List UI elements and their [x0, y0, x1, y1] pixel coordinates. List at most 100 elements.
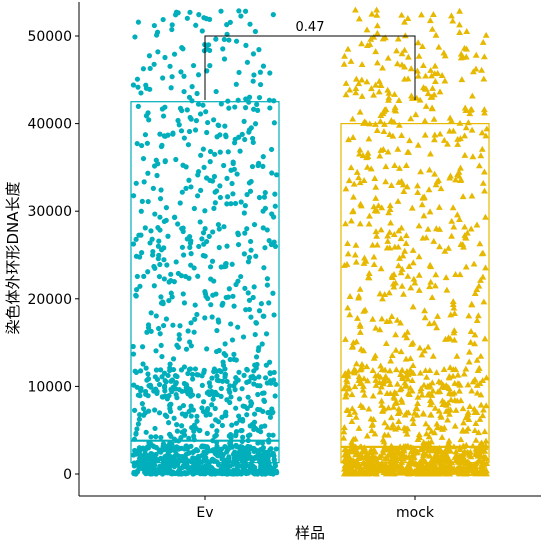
- data-point: [218, 8, 224, 14]
- data-point: [420, 410, 428, 417]
- data-point: [261, 265, 267, 271]
- data-point: [457, 164, 464, 171]
- data-point: [452, 456, 460, 463]
- data-point: [253, 354, 260, 360]
- data-point: [445, 437, 453, 444]
- data-point: [454, 140, 462, 147]
- data-point: [432, 271, 440, 278]
- data-point: [377, 81, 385, 88]
- data-point: [480, 106, 488, 113]
- data-point: [444, 383, 452, 390]
- data-point: [201, 48, 208, 54]
- data-point: [456, 470, 464, 477]
- data-point: [395, 418, 403, 424]
- data-point: [404, 375, 412, 382]
- data-point: [416, 369, 424, 376]
- data-point: [468, 126, 476, 133]
- data-point: [467, 106, 474, 113]
- significance-bracket: [204, 35, 416, 100]
- data-point: [207, 411, 213, 418]
- data-point: [138, 232, 144, 238]
- data-point: [436, 243, 443, 250]
- data-point: [244, 191, 250, 198]
- data-point: [384, 54, 392, 61]
- data-point: [158, 470, 164, 476]
- data-point: [136, 416, 142, 422]
- data-point: [341, 424, 348, 431]
- data-point: [250, 469, 256, 475]
- data-point: [340, 385, 348, 392]
- data-point: [226, 37, 232, 43]
- data-point: [409, 246, 417, 253]
- data-point: [205, 119, 211, 126]
- data-point: [252, 464, 258, 471]
- data-point: [183, 164, 189, 170]
- data-point: [449, 204, 457, 211]
- data-point: [342, 220, 349, 227]
- data-point: [244, 367, 250, 373]
- data-point: [237, 148, 243, 154]
- data-point: [258, 462, 264, 469]
- data-point: [220, 46, 226, 52]
- data-point: [355, 80, 363, 87]
- data-point: [154, 376, 161, 383]
- data-point: [247, 444, 253, 450]
- data-point: [183, 456, 189, 462]
- data-point: [404, 75, 412, 82]
- data-point: [151, 388, 157, 394]
- data-point: [141, 273, 147, 279]
- data-point: [155, 243, 162, 249]
- data-point: [198, 152, 204, 158]
- data-point: [404, 371, 412, 378]
- data-point: [408, 204, 416, 211]
- data-point: [183, 451, 189, 458]
- data-point: [195, 172, 201, 178]
- data-point: [214, 459, 220, 465]
- data-point: [431, 429, 438, 436]
- data-point: [250, 51, 257, 57]
- data-point: [414, 393, 422, 400]
- data-point: [134, 76, 141, 82]
- data-point: [203, 455, 209, 461]
- data-point: [416, 344, 424, 351]
- data-point: [211, 117, 217, 123]
- data-point: [481, 109, 488, 116]
- data-point: [482, 132, 490, 139]
- data-point: [462, 414, 470, 421]
- data-point: [209, 423, 215, 429]
- data-point: [407, 65, 415, 72]
- data-point: [163, 316, 170, 322]
- data-point: [344, 367, 352, 374]
- data-point: [138, 385, 144, 392]
- data-point: [130, 241, 137, 247]
- data-point: [429, 105, 436, 112]
- y-axis-ticks: 0 10000 20000 30000 40000 50000: [27, 29, 79, 483]
- data-point: [426, 452, 434, 459]
- data-point: [443, 286, 451, 293]
- data-point: [472, 463, 479, 470]
- data-point: [409, 259, 417, 266]
- data-point: [133, 180, 139, 186]
- data-point: [247, 188, 254, 194]
- data-point: [176, 336, 182, 342]
- data-point: [200, 252, 206, 259]
- data-point: [160, 322, 167, 329]
- data-point: [406, 137, 413, 144]
- data-point: [203, 412, 209, 418]
- data-point: [251, 419, 258, 425]
- data-point: [241, 251, 247, 257]
- data-point: [376, 388, 384, 395]
- data-point: [232, 200, 239, 207]
- data-point: [430, 91, 438, 98]
- data-point: [356, 322, 364, 329]
- data-point: [192, 302, 198, 308]
- data-point: [262, 190, 268, 196]
- data-point: [161, 384, 168, 391]
- data-point: [401, 331, 409, 338]
- data-point: [176, 332, 182, 338]
- data-point: [181, 73, 187, 79]
- data-point: [184, 15, 190, 21]
- data-point: [350, 193, 357, 200]
- data-point: [186, 366, 192, 373]
- data-point: [152, 456, 159, 462]
